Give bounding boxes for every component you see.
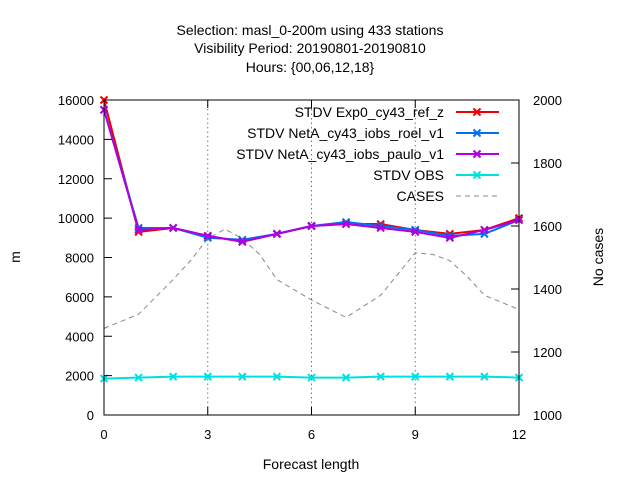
y-tick-label: 12000 xyxy=(58,172,94,187)
y2-tick-label: 1800 xyxy=(533,156,562,171)
marker-stroke xyxy=(238,237,247,246)
marker-stroke xyxy=(472,170,482,180)
data-point xyxy=(307,221,316,231)
marker-stroke xyxy=(168,223,178,233)
data-point xyxy=(168,223,178,233)
y2-tick-label: 1400 xyxy=(533,282,562,297)
grid xyxy=(207,100,416,415)
legend: STDV Exp0_cy43_ref_z STDV NetA_cy43_iobs_… xyxy=(236,104,499,204)
y-tick-label: 8000 xyxy=(65,251,94,266)
marker-stroke xyxy=(480,225,489,235)
marker-stroke xyxy=(376,372,385,381)
legend-marker xyxy=(472,107,482,117)
data-point xyxy=(480,225,489,235)
y2-tick-label: 2000 xyxy=(533,93,562,108)
cases-line xyxy=(103,228,520,329)
data-point xyxy=(411,372,420,381)
chart-title: Selection: masl_0-200m using 433 station… xyxy=(177,22,444,75)
marker-stroke xyxy=(472,128,482,138)
marker-stroke xyxy=(203,372,212,381)
title-line-3: Hours: {00,06,12,18} xyxy=(246,59,375,75)
y-tick-label: 0 xyxy=(87,408,94,423)
legend-marker xyxy=(472,149,482,159)
series-line xyxy=(103,99,520,243)
marker-stroke xyxy=(203,231,212,241)
marker-stroke xyxy=(472,107,482,117)
marker-stroke xyxy=(307,221,316,231)
marker-stroke xyxy=(411,372,420,381)
title-line-1: Selection: masl_0-200m using 433 station… xyxy=(177,22,444,38)
legend-label: CASES xyxy=(397,188,444,204)
data-point xyxy=(411,227,420,237)
x-tick-label: 3 xyxy=(204,427,211,442)
marker-stroke xyxy=(272,229,282,239)
y-tick-label: 10000 xyxy=(58,211,94,226)
data-point xyxy=(238,372,247,381)
x-axis-label: Forecast length xyxy=(263,456,360,472)
marker-stroke xyxy=(472,149,482,159)
data-point xyxy=(307,373,316,382)
cases-series xyxy=(103,228,520,329)
y-tick-label: 4000 xyxy=(65,329,94,344)
y2-tick-label: 1200 xyxy=(533,345,562,360)
marker-stroke xyxy=(411,227,420,237)
y-tick-label: 2000 xyxy=(65,369,94,384)
marker-stroke xyxy=(480,372,489,381)
y2-tick-label: 1600 xyxy=(533,219,562,234)
y-tick-label: 6000 xyxy=(65,290,94,305)
data-point xyxy=(168,372,178,381)
legend-label: STDV OBS xyxy=(373,167,444,183)
data-point xyxy=(376,223,385,233)
legend-label: STDV Exp0_cy43_ref_z xyxy=(295,104,444,120)
data-point xyxy=(203,372,212,381)
data-point xyxy=(272,372,282,381)
legend-marker xyxy=(472,128,482,138)
legend-marker xyxy=(472,170,482,180)
y-tick-label: 16000 xyxy=(58,93,94,108)
data-point xyxy=(445,372,455,381)
legend-label: STDV NetA_cy43_iobs_roel_v1 xyxy=(247,125,444,141)
y-axis-label: m xyxy=(7,251,23,263)
marker-stroke xyxy=(168,372,178,381)
x-tick-label: 6 xyxy=(308,427,315,442)
marker-stroke xyxy=(445,233,455,243)
x-tick-label: 0 xyxy=(100,427,107,442)
y-tick-label: 14000 xyxy=(58,132,94,147)
marker-stroke xyxy=(238,372,247,381)
marker-stroke xyxy=(445,372,455,381)
data-point xyxy=(134,373,143,382)
series-4 xyxy=(99,372,524,383)
data-point xyxy=(134,225,143,235)
data-point xyxy=(480,372,489,381)
y2-axis-label: No cases xyxy=(590,228,606,286)
x-tick-label: 12 xyxy=(512,427,526,442)
data-point xyxy=(341,373,351,382)
marker-stroke xyxy=(341,373,351,382)
series-group xyxy=(99,95,524,383)
legend-label: STDV NetA_cy43_iobs_paulo_v1 xyxy=(236,146,444,162)
marker-stroke xyxy=(272,372,282,381)
data-point xyxy=(445,233,455,243)
marker-stroke xyxy=(307,373,316,382)
data-point xyxy=(238,237,247,246)
data-point xyxy=(376,372,385,381)
marker-stroke xyxy=(341,219,351,229)
data-point xyxy=(272,229,282,239)
data-point xyxy=(341,219,351,229)
title-line-2: Visibility Period: 20190801-20190810 xyxy=(194,40,426,56)
axis-ticks: 0 3 6 9 12 0 2000 4000 6000 8000 10000 12000 14000 16… xyxy=(58,93,562,442)
y2-tick-label: 1000 xyxy=(533,408,562,423)
data-point xyxy=(203,231,212,241)
marker-stroke xyxy=(376,223,385,233)
marker-stroke xyxy=(134,373,143,382)
x-tick-label: 9 xyxy=(412,427,419,442)
marker-stroke xyxy=(134,225,143,235)
series-3 xyxy=(99,105,524,246)
